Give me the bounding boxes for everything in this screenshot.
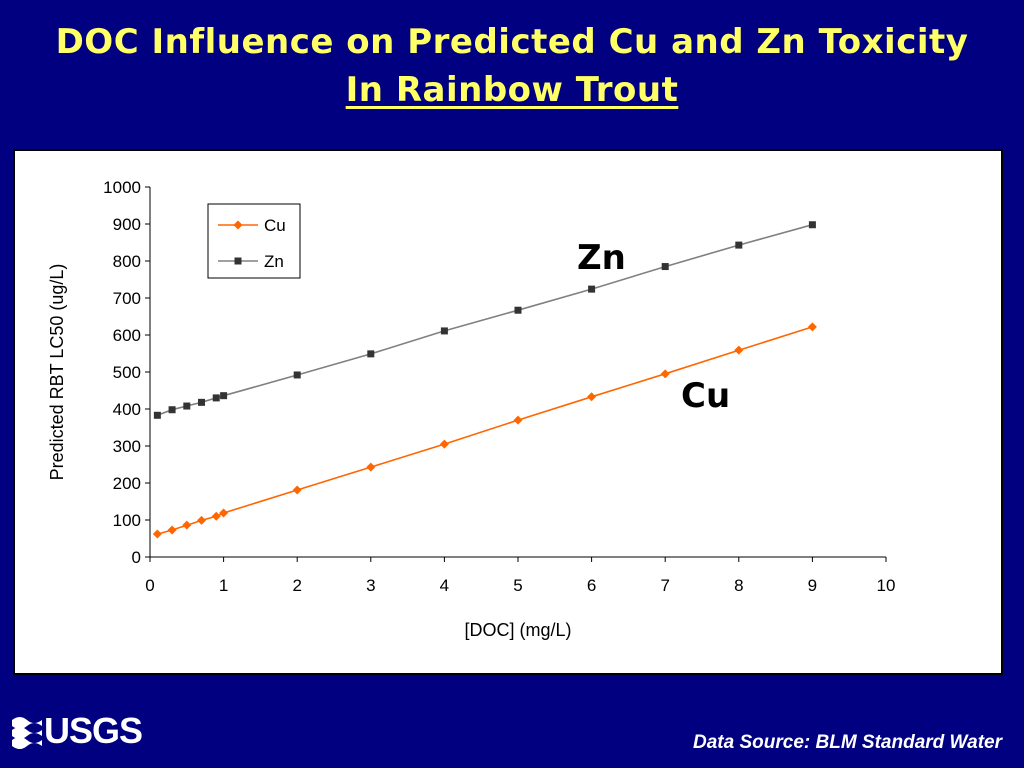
legend-marker-cu	[233, 220, 243, 230]
y-tick-label: 400	[113, 400, 141, 419]
x-tick-label: 4	[440, 576, 449, 595]
usgs-wave-icon	[12, 717, 42, 749]
chart-frame: 0 100 200 300 400 500 600 700 800 900 1000 0 1 2 3 4 5 6 7…	[13, 149, 1003, 675]
usgs-logo	[10, 712, 140, 752]
data-point-zn	[440, 327, 448, 335]
data-point-cu	[152, 529, 162, 539]
y-tick-label: 600	[113, 326, 141, 345]
data-point-zn	[198, 398, 206, 406]
x-tick-label: 6	[587, 576, 596, 595]
x-axis-label: [DOC] (mg/L)	[464, 620, 571, 640]
data-source-note: Data Source: BLM Standard Water	[693, 732, 1002, 753]
legend-label-cu: Cu	[264, 216, 286, 235]
data-point-cu	[197, 515, 207, 525]
y-tick-label: 0	[132, 548, 141, 567]
data-point-zn	[661, 263, 669, 271]
data-point-zn	[735, 241, 743, 249]
y-tick-label: 200	[113, 474, 141, 493]
annotation-zn: Zn	[577, 238, 626, 278]
y-tick-label: 700	[113, 289, 141, 308]
data-point-cu	[587, 392, 597, 402]
legend-box	[207, 203, 301, 279]
data-point-cu	[439, 439, 449, 449]
usgs-logo-text: USGS	[44, 710, 143, 751]
annotation-cu: Cu	[681, 376, 730, 416]
y-tick-label: 1000	[103, 178, 141, 197]
data-point-cu	[513, 415, 523, 425]
x-tick-label: 1	[219, 576, 228, 595]
x-tick-label: 10	[877, 576, 896, 595]
y-axis-label: Predicted RBT LC50 (ug/L)	[47, 264, 67, 481]
data-point-zn	[212, 394, 220, 402]
data-point-zn	[220, 392, 228, 400]
x-tick-label: 3	[366, 576, 375, 595]
data-point-cu	[211, 511, 221, 521]
data-point-zn	[367, 350, 375, 358]
y-tick-label: 800	[113, 252, 141, 271]
data-point-cu	[182, 520, 192, 530]
data-point-cu	[292, 485, 302, 495]
legend-label-zn: Zn	[264, 252, 284, 271]
slide-subtitle: In Rainbow Trout	[0, 70, 1024, 110]
legend-marker-zn	[234, 257, 242, 265]
line-chart: 0 100 200 300 400 500 600 700 800 900 1000 0 1 2 3 4 5 6 7…	[47, 178, 896, 640]
data-point-zn	[514, 306, 522, 314]
x-tick-label: 8	[734, 576, 743, 595]
x-tick-label: 7	[660, 576, 669, 595]
data-point-zn	[588, 285, 596, 293]
y-tick-label: 900	[113, 215, 141, 234]
data-point-zn	[183, 402, 191, 410]
data-point-cu	[660, 369, 670, 379]
data-point-zn	[168, 406, 176, 414]
data-point-zn	[808, 221, 816, 229]
data-point-cu	[219, 508, 229, 518]
y-tick-label: 100	[113, 511, 141, 530]
data-point-cu	[807, 322, 817, 332]
x-tick-label: 2	[292, 576, 301, 595]
x-tick-label: 0	[145, 576, 154, 595]
y-tick-label: 500	[113, 363, 141, 382]
data-point-zn	[293, 371, 301, 379]
y-tick-label: 300	[113, 437, 141, 456]
slide-title: DOC Influence on Predicted Cu and Zn Tox…	[55, 22, 969, 62]
data-point-cu	[734, 345, 744, 355]
x-tick-label: 5	[513, 576, 522, 595]
slide-subtitle-text: In Rainbow Trout	[345, 70, 679, 110]
series-line-cu	[157, 326, 813, 535]
data-point-zn	[153, 411, 161, 419]
x-tick-label: 9	[808, 576, 817, 595]
data-point-cu	[366, 462, 376, 472]
data-point-cu	[167, 525, 177, 535]
